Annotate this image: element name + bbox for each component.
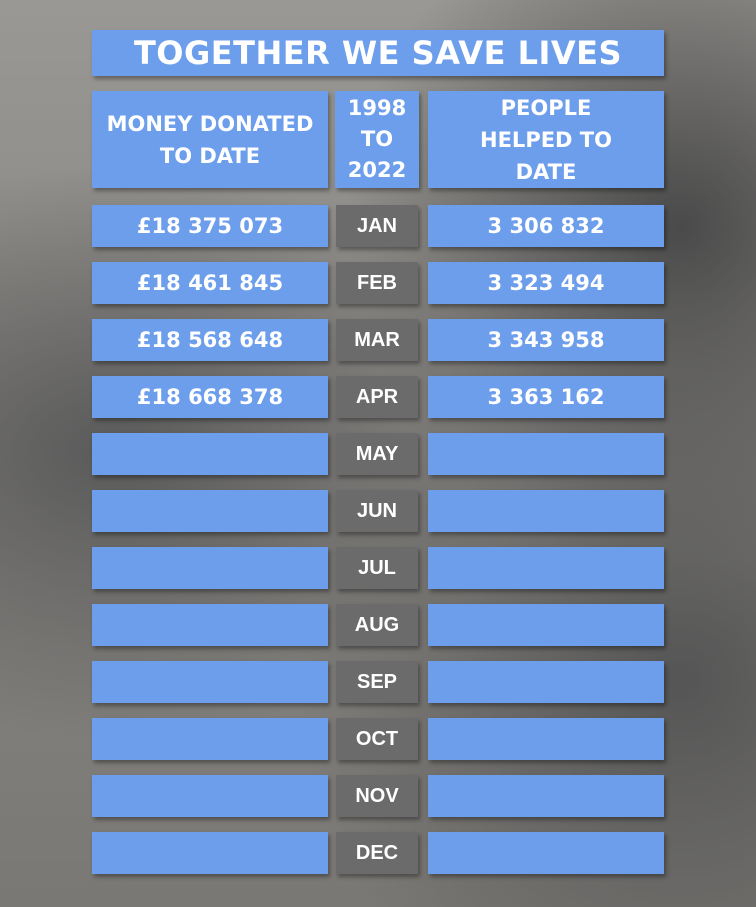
people-cell: 3 363 162 (428, 376, 664, 418)
month-cell: AUG (336, 604, 418, 646)
people-cell: 3 343 958 (428, 319, 664, 361)
people-cell (428, 718, 664, 760)
month-cell: OCT (336, 718, 418, 760)
people-cell (428, 661, 664, 703)
money-cell (92, 604, 328, 646)
title: TOGETHER WE SAVE LIVES (92, 30, 664, 76)
people-cell (428, 547, 664, 589)
people-header: PEOPLE HELPED TO DATE (428, 91, 664, 188)
money-cell: £18 375 073 (92, 205, 328, 247)
money-cell (92, 433, 328, 475)
money-cell: £18 568 648 (92, 319, 328, 361)
money-cell (92, 661, 328, 703)
money-cell (92, 775, 328, 817)
money-cell (92, 832, 328, 874)
period-header: 1998 TO 2022 (335, 91, 419, 188)
period-line: 2022 (347, 158, 407, 182)
people-cell: 3 306 832 (428, 205, 664, 247)
month-cell: NOV (336, 775, 418, 817)
money-cell: £18 668 378 (92, 376, 328, 418)
period-line: TO (360, 127, 394, 151)
money-cell (92, 718, 328, 760)
people-cell (428, 433, 664, 475)
people-cell: 3 323 494 (428, 262, 664, 304)
money-cell (92, 547, 328, 589)
month-cell: FEB (336, 262, 418, 304)
month-cell: JUL (336, 547, 418, 589)
month-cell: DEC (336, 832, 418, 874)
money-header: MONEY DONATED TO DATE (92, 91, 328, 188)
month-cell: APR (336, 376, 418, 418)
money-cell: £18 461 845 (92, 262, 328, 304)
period-line: 1998 (347, 96, 407, 120)
month-cell: MAY (336, 433, 418, 475)
money-cell (92, 490, 328, 532)
people-cell (428, 490, 664, 532)
month-cell: JUN (336, 490, 418, 532)
month-cell: MAR (336, 319, 418, 361)
month-cell: SEP (336, 661, 418, 703)
month-cell: JAN (336, 205, 418, 247)
people-cell (428, 832, 664, 874)
people-cell (428, 604, 664, 646)
people-cell (428, 775, 664, 817)
